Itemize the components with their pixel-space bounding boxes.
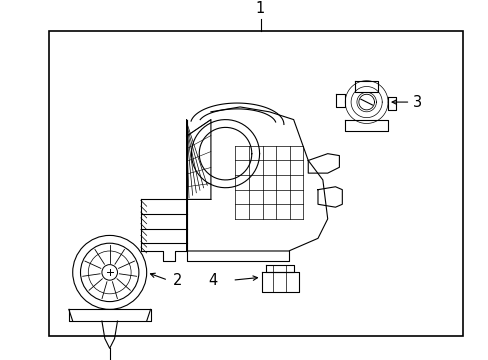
Text: 4: 4: [207, 273, 217, 288]
Text: 3: 3: [412, 95, 422, 109]
Text: 2: 2: [173, 273, 182, 288]
Text: 1: 1: [255, 1, 264, 17]
Bar: [49, 31, 462, 336]
